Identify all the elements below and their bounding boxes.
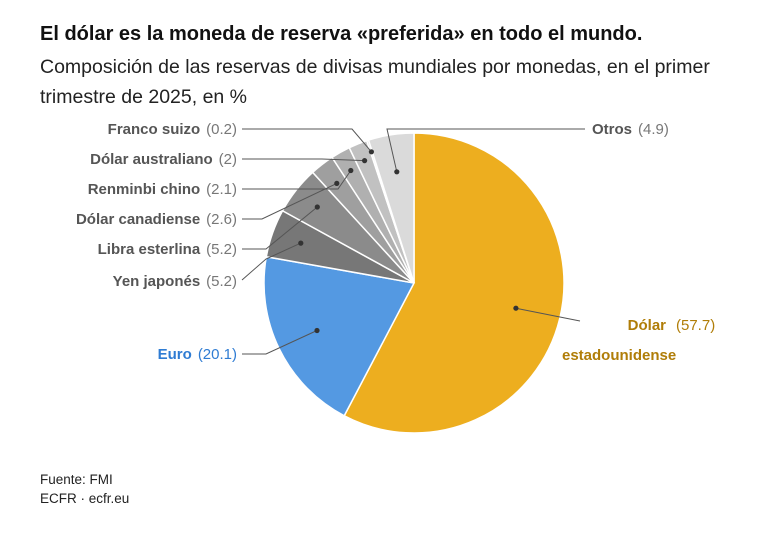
slice-label-cad: Dólar canadiense: [76, 211, 200, 228]
slice-label-eur: Euro: [158, 346, 192, 363]
slice-label-gbp: Libra esterlina: [98, 241, 201, 258]
source-note: Fuente: FMI ECFR · ecfr.eu: [40, 470, 129, 508]
leader-dot-eur: [314, 327, 320, 334]
slice-label-oth: Otros: [592, 121, 632, 138]
leader-dot-cny: [348, 167, 354, 174]
pie-slice-usd: [343, 132, 565, 434]
slice-value-cad: (2.6): [206, 211, 237, 228]
slice-label-cny: Renminbi chino: [88, 181, 201, 198]
leader-dot-chf: [368, 149, 374, 155]
slice-value-oth: (4.9): [638, 121, 669, 138]
leader-dot-oth: [394, 169, 400, 175]
leader-line-oth: [386, 128, 585, 172]
leader-line-cny: [242, 170, 352, 190]
leader-line-chf: [242, 128, 372, 153]
slice-value-cny: (2.1): [206, 181, 237, 198]
leader-dot-jpy: [298, 240, 304, 246]
slice-value-chf: (0.2): [206, 121, 237, 138]
pie-slice-oth: [367, 132, 415, 284]
slice-value-gbp: (5.2): [206, 241, 237, 258]
slice-label-usd-line2: estadounidense: [562, 347, 676, 364]
chart-title: El dólar es la moneda de reserva «prefer…: [40, 23, 643, 45]
source-line: Fuente: FMI: [40, 472, 113, 487]
leader-dot-usd: [513, 305, 519, 311]
leader-line-cad: [242, 182, 338, 220]
leader-line-aud: [242, 158, 365, 162]
leader-lines: [241, 128, 585, 355]
leader-dot-aud: [362, 158, 368, 164]
slice-labels: Dólar (57.7)estadounidense (20.1) Euro (5.2)…: [76, 121, 715, 364]
pie-slices: [263, 132, 565, 434]
credit-line: ECFR · ecfr.eu: [40, 491, 130, 506]
slice-value-jpy: (5.2): [206, 273, 237, 290]
slice-value-eur: (20.1): [198, 346, 237, 363]
leader-line-usd: [515, 307, 581, 322]
slice-label-aud: Dólar australiano: [90, 151, 213, 168]
slice-label-jpy: Yen japonés: [113, 273, 201, 290]
leader-dot-cad: [334, 180, 340, 186]
chart-subtitle: Composición de las reservas de divisas m…: [40, 56, 710, 108]
leader-line-gbp: [242, 206, 318, 250]
slice-value-aud: (2): [219, 151, 237, 168]
leader-line-jpy: [241, 242, 302, 281]
slice-label-chf: Franco suizo: [108, 121, 201, 138]
slice-label-usd: Dólar: [628, 317, 667, 334]
slice-value-usd: (57.7): [676, 317, 715, 334]
leader-line-eur: [242, 330, 318, 355]
leader-dot-gbp: [314, 204, 320, 210]
pie-slice-eur: [263, 255, 416, 417]
